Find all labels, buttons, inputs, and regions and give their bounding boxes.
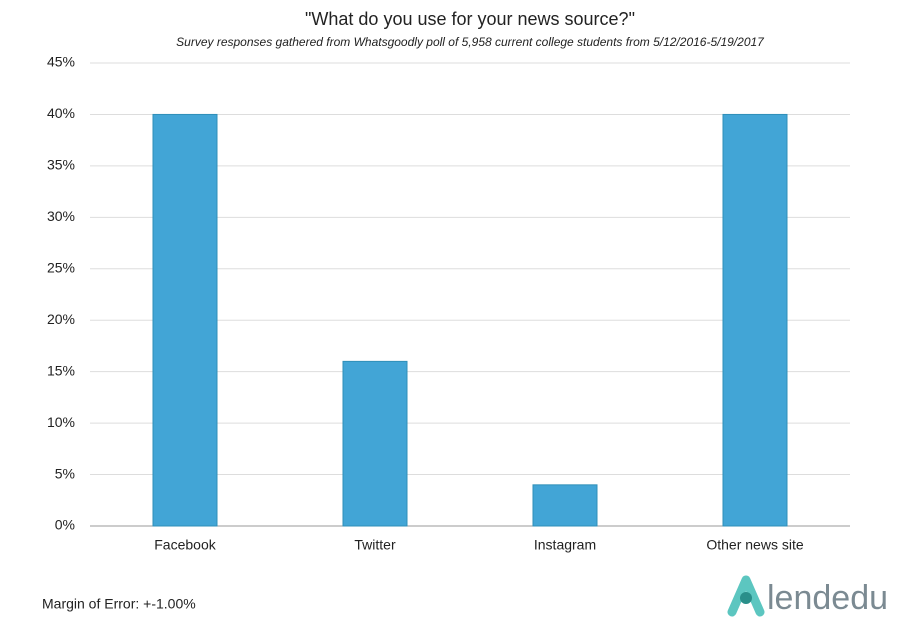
footnote: Margin of Error: +-1.00% [42, 596, 196, 612]
chart-title: "What do you use for your news source?" [305, 9, 635, 29]
y-tick-label: 10% [47, 414, 75, 430]
x-tick-label: Other news site [706, 537, 803, 553]
y-tick-label: 45% [47, 54, 75, 70]
y-tick-label: 35% [47, 157, 75, 173]
y-tick-label: 25% [47, 259, 75, 275]
y-tick-label: 20% [47, 311, 75, 327]
y-tick-label: 0% [55, 517, 75, 533]
bar [342, 360, 408, 527]
y-tick-label: 40% [47, 105, 75, 121]
x-tick-label: Facebook [154, 537, 216, 553]
y-tick-label: 5% [55, 465, 75, 481]
x-tick-label: Instagram [534, 537, 596, 553]
logo-icon [727, 575, 765, 617]
logo-text: lendedu [767, 579, 888, 617]
y-tick-label: 15% [47, 362, 75, 378]
bar [722, 113, 788, 527]
y-tick-label: 30% [47, 208, 75, 224]
bar [532, 484, 598, 527]
x-tick-label: Twitter [354, 537, 396, 553]
chart-subtitle: Survey responses gathered from Whatsgood… [176, 35, 765, 49]
bar [152, 113, 218, 527]
